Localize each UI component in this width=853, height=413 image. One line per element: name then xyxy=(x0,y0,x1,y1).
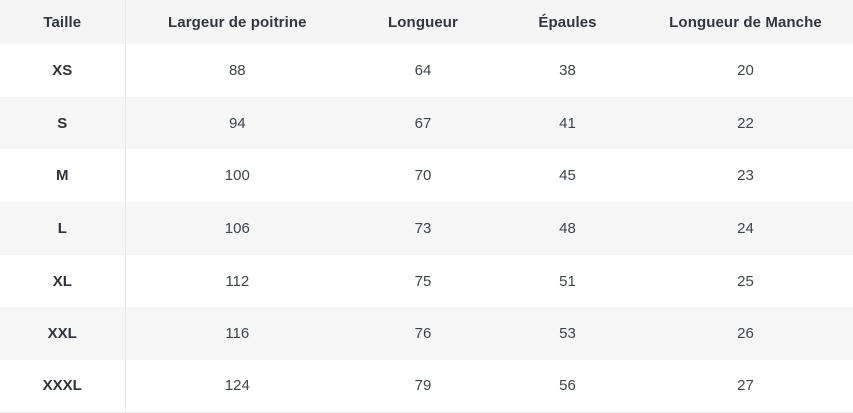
table-row-xl: XL 112 75 51 25 xyxy=(0,254,853,308)
shoulders-cell: 41 xyxy=(497,96,639,150)
sleeve-length-cell: 27 xyxy=(638,360,853,413)
header-row: Taille Largeur de poitrine Longueur Épau… xyxy=(0,0,853,44)
length-cell: 67 xyxy=(349,96,498,150)
length-cell: 76 xyxy=(349,307,498,361)
shoulders-cell: 56 xyxy=(497,360,639,413)
size-cell: XXL xyxy=(0,307,126,361)
size-cell: XXXL xyxy=(0,360,126,413)
sleeve-length-cell: 26 xyxy=(638,307,853,361)
length-cell: 79 xyxy=(349,360,498,413)
length-cell: 73 xyxy=(349,202,498,255)
length-cell: 70 xyxy=(349,149,498,203)
table-row-l: L 106 73 48 24 xyxy=(0,202,853,255)
size-cell: S xyxy=(0,96,126,150)
table-body: XS 88 64 38 20 S 94 67 41 22 M 100 70 45… xyxy=(0,44,853,413)
shoulders-cell: 38 xyxy=(497,44,639,97)
sleeve-length-cell: 20 xyxy=(638,44,853,97)
chest-width-cell: 106 xyxy=(125,202,350,255)
sleeve-length-cell: 24 xyxy=(638,202,853,255)
chest-width-cell: 124 xyxy=(125,360,350,413)
length-cell: 75 xyxy=(349,254,498,308)
shoulders-cell: 51 xyxy=(497,254,639,308)
column-header-largeur-de-poitrine: Largeur de poitrine xyxy=(125,0,350,44)
column-header-epaules: Épaules xyxy=(497,0,639,44)
table-row-m: M 100 70 45 23 xyxy=(0,149,853,203)
chest-width-cell: 88 xyxy=(125,44,350,97)
size-cell: L xyxy=(0,202,126,255)
shoulders-cell: 53 xyxy=(497,307,639,361)
shoulders-cell: 48 xyxy=(497,202,639,255)
size-cell: M xyxy=(0,149,126,203)
sleeve-length-cell: 23 xyxy=(638,149,853,203)
column-header-longueur: Longueur xyxy=(349,0,498,44)
chest-width-cell: 94 xyxy=(125,96,350,150)
table-header: Taille Largeur de poitrine Longueur Épau… xyxy=(0,0,853,44)
chest-width-cell: 112 xyxy=(125,254,350,308)
table-row-xxl: XXL 116 76 53 26 xyxy=(0,307,853,361)
shoulders-cell: 45 xyxy=(497,149,639,203)
table-row-xxxl: XXXL 124 79 56 27 xyxy=(0,360,853,413)
table-row-xs: XS 88 64 38 20 xyxy=(0,44,853,97)
column-header-taille: Taille xyxy=(0,0,126,44)
length-cell: 64 xyxy=(349,44,498,97)
column-header-longueur-de-manche: Longueur de Manche xyxy=(638,0,853,44)
chest-width-cell: 100 xyxy=(125,149,350,203)
size-cell: XS xyxy=(0,44,126,97)
sleeve-length-cell: 22 xyxy=(638,96,853,150)
sleeve-length-cell: 25 xyxy=(638,254,853,308)
chest-width-cell: 116 xyxy=(125,307,350,361)
size-cell: XL xyxy=(0,254,126,308)
table-row-s: S 94 67 41 22 xyxy=(0,96,853,150)
